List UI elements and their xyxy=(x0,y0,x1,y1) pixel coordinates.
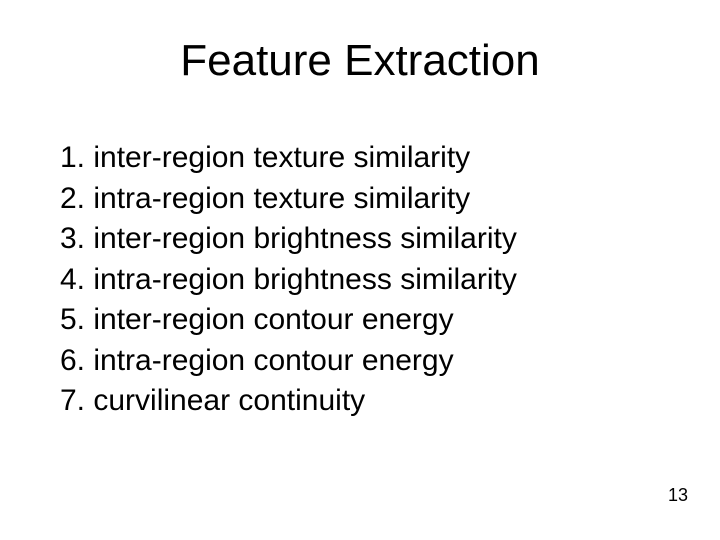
list-item: 6. intra-region contour energy xyxy=(60,341,517,382)
list-item: 7. curvilinear continuity xyxy=(60,381,517,422)
list-item: 4. intra-region brightness similarity xyxy=(60,260,517,301)
page-number: 13 xyxy=(668,485,688,506)
list-item-number: 1. xyxy=(60,141,85,174)
list-item: 5. inter-region contour energy xyxy=(60,300,517,341)
list-item-number: 5. xyxy=(60,303,85,336)
list-item: 1. inter-region texture similarity xyxy=(60,138,517,179)
list-item: 3. inter-region brightness similarity xyxy=(60,219,517,260)
list-item-number: 7. xyxy=(60,384,85,417)
list-item-text: intra-region brightness similarity xyxy=(93,263,517,296)
list-item-number: 4. xyxy=(60,263,85,296)
list-item-text: inter-region texture similarity xyxy=(93,141,470,174)
list-item-text: inter-region brightness similarity xyxy=(93,222,517,255)
list-item-text: intra-region contour energy xyxy=(93,344,453,377)
slide: Feature Extraction 1. inter-region textu… xyxy=(0,0,720,540)
list-item-text: inter-region contour energy xyxy=(93,303,453,336)
list-item: 2. intra-region texture similarity xyxy=(60,179,517,220)
list-item-text: curvilinear continuity xyxy=(93,384,365,417)
list-item-number: 6. xyxy=(60,344,85,377)
feature-list: 1. inter-region texture similarity 2. in… xyxy=(60,138,517,422)
slide-title: Feature Extraction xyxy=(0,36,720,86)
list-item-number: 3. xyxy=(60,222,85,255)
list-item-number: 2. xyxy=(60,182,85,215)
list-item-text: intra-region texture similarity xyxy=(93,182,470,215)
